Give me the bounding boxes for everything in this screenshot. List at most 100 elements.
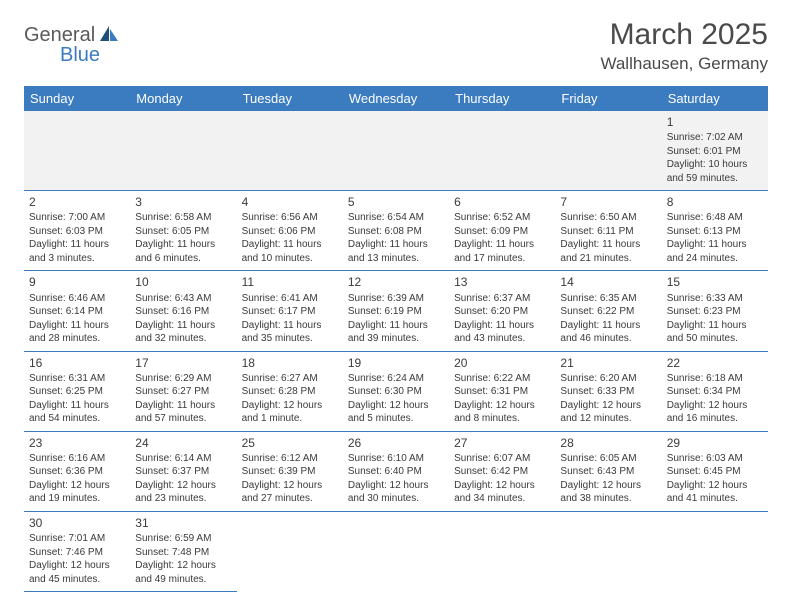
day-number: 21 xyxy=(560,355,656,371)
day-number: 29 xyxy=(667,435,763,451)
daylight-text: Daylight: 12 hours and 49 minutes. xyxy=(135,559,231,586)
weekday-header: Tuesday xyxy=(237,86,343,111)
daylight-text: Daylight: 12 hours and 41 minutes. xyxy=(667,479,763,506)
calendar-cell: 4Sunrise: 6:56 AMSunset: 6:06 PMDaylight… xyxy=(237,191,343,271)
calendar-row: 30Sunrise: 7:01 AMSunset: 7:46 PMDayligh… xyxy=(24,511,768,591)
daylight-text: Daylight: 11 hours and 3 minutes. xyxy=(29,238,125,265)
daylight-text: Daylight: 12 hours and 8 minutes. xyxy=(454,399,550,426)
day-number: 22 xyxy=(667,355,763,371)
daylight-text: Daylight: 11 hours and 17 minutes. xyxy=(454,238,550,265)
day-number: 11 xyxy=(242,274,338,290)
calendar-cell: 15Sunrise: 6:33 AMSunset: 6:23 PMDayligh… xyxy=(662,271,768,351)
daylight-text: Daylight: 10 hours and 59 minutes. xyxy=(667,158,763,185)
sunrise-text: Sunrise: 6:07 AM xyxy=(454,452,550,466)
sunrise-text: Sunrise: 6:29 AM xyxy=(135,372,231,386)
calendar-cell: 13Sunrise: 6:37 AMSunset: 6:20 PMDayligh… xyxy=(449,271,555,351)
calendar-cell: 12Sunrise: 6:39 AMSunset: 6:19 PMDayligh… xyxy=(343,271,449,351)
calendar-row: 1Sunrise: 7:02 AMSunset: 6:01 PMDaylight… xyxy=(24,111,768,191)
sunrise-text: Sunrise: 6:50 AM xyxy=(560,211,656,225)
day-number: 24 xyxy=(135,435,231,451)
sunset-text: Sunset: 6:36 PM xyxy=(29,465,125,479)
daylight-text: Daylight: 11 hours and 10 minutes. xyxy=(242,238,338,265)
daylight-text: Daylight: 11 hours and 50 minutes. xyxy=(667,319,763,346)
calendar-cell-empty xyxy=(343,111,449,191)
day-number: 2 xyxy=(29,194,125,210)
sunset-text: Sunset: 6:22 PM xyxy=(560,305,656,319)
daylight-text: Daylight: 12 hours and 19 minutes. xyxy=(29,479,125,506)
daylight-text: Daylight: 11 hours and 46 minutes. xyxy=(560,319,656,346)
sunset-text: Sunset: 6:03 PM xyxy=(29,225,125,239)
weekday-header: Thursday xyxy=(449,86,555,111)
sunset-text: Sunset: 6:01 PM xyxy=(667,145,763,159)
sunset-text: Sunset: 6:27 PM xyxy=(135,385,231,399)
daylight-text: Daylight: 12 hours and 30 minutes. xyxy=(348,479,444,506)
daylight-text: Daylight: 12 hours and 27 minutes. xyxy=(242,479,338,506)
sunrise-text: Sunrise: 6:54 AM xyxy=(348,211,444,225)
calendar-cell: 20Sunrise: 6:22 AMSunset: 6:31 PMDayligh… xyxy=(449,351,555,431)
daylight-text: Daylight: 11 hours and 32 minutes. xyxy=(135,319,231,346)
sunrise-text: Sunrise: 7:00 AM xyxy=(29,211,125,225)
calendar-cell-empty xyxy=(449,111,555,191)
sunset-text: Sunset: 6:05 PM xyxy=(135,225,231,239)
daylight-text: Daylight: 11 hours and 54 minutes. xyxy=(29,399,125,426)
sunrise-text: Sunrise: 6:46 AM xyxy=(29,292,125,306)
day-number: 4 xyxy=(242,194,338,210)
sunset-text: Sunset: 6:08 PM xyxy=(348,225,444,239)
calendar-cell: 24Sunrise: 6:14 AMSunset: 6:37 PMDayligh… xyxy=(130,431,236,511)
sunrise-text: Sunrise: 6:37 AM xyxy=(454,292,550,306)
sunset-text: Sunset: 6:23 PM xyxy=(667,305,763,319)
daylight-text: Daylight: 11 hours and 13 minutes. xyxy=(348,238,444,265)
daylight-text: Daylight: 12 hours and 23 minutes. xyxy=(135,479,231,506)
day-number: 28 xyxy=(560,435,656,451)
daylight-text: Daylight: 11 hours and 28 minutes. xyxy=(29,319,125,346)
sunrise-text: Sunrise: 6:35 AM xyxy=(560,292,656,306)
sunrise-text: Sunrise: 6:58 AM xyxy=(135,211,231,225)
sunrise-text: Sunrise: 6:12 AM xyxy=(242,452,338,466)
sunset-text: Sunset: 6:43 PM xyxy=(560,465,656,479)
sunrise-text: Sunrise: 6:52 AM xyxy=(454,211,550,225)
calendar-cell-empty xyxy=(130,111,236,191)
sunrise-text: Sunrise: 6:27 AM xyxy=(242,372,338,386)
day-number: 18 xyxy=(242,355,338,371)
sunset-text: Sunset: 6:25 PM xyxy=(29,385,125,399)
sunrise-text: Sunrise: 6:31 AM xyxy=(29,372,125,386)
sunrise-text: Sunrise: 6:41 AM xyxy=(242,292,338,306)
calendar-cell-empty xyxy=(24,111,130,191)
day-number: 7 xyxy=(560,194,656,210)
calendar-cell-empty xyxy=(449,511,555,591)
calendar-cell-empty xyxy=(555,511,661,591)
sunset-text: Sunset: 7:46 PM xyxy=(29,546,125,560)
daylight-text: Daylight: 12 hours and 16 minutes. xyxy=(667,399,763,426)
sunrise-text: Sunrise: 6:05 AM xyxy=(560,452,656,466)
calendar-cell: 18Sunrise: 6:27 AMSunset: 6:28 PMDayligh… xyxy=(237,351,343,431)
sunset-text: Sunset: 6:11 PM xyxy=(560,225,656,239)
weekday-header: Monday xyxy=(130,86,236,111)
calendar-cell: 8Sunrise: 6:48 AMSunset: 6:13 PMDaylight… xyxy=(662,191,768,271)
calendar-cell: 3Sunrise: 6:58 AMSunset: 6:05 PMDaylight… xyxy=(130,191,236,271)
sunset-text: Sunset: 6:39 PM xyxy=(242,465,338,479)
daylight-text: Daylight: 12 hours and 5 minutes. xyxy=(348,399,444,426)
month-title: March 2025 xyxy=(600,18,768,52)
calendar-cell: 23Sunrise: 6:16 AMSunset: 6:36 PMDayligh… xyxy=(24,431,130,511)
daylight-text: Daylight: 12 hours and 38 minutes. xyxy=(560,479,656,506)
daylight-text: Daylight: 11 hours and 57 minutes. xyxy=(135,399,231,426)
day-number: 16 xyxy=(29,355,125,371)
sunset-text: Sunset: 6:28 PM xyxy=(242,385,338,399)
title-block: March 2025 Wallhausen, Germany xyxy=(600,18,768,74)
calendar-cell: 28Sunrise: 6:05 AMSunset: 6:43 PMDayligh… xyxy=(555,431,661,511)
day-number: 5 xyxy=(348,194,444,210)
sunset-text: Sunset: 6:34 PM xyxy=(667,385,763,399)
calendar-row: 23Sunrise: 6:16 AMSunset: 6:36 PMDayligh… xyxy=(24,431,768,511)
sunrise-text: Sunrise: 6:14 AM xyxy=(135,452,231,466)
sunrise-text: Sunrise: 6:16 AM xyxy=(29,452,125,466)
day-number: 19 xyxy=(348,355,444,371)
sunrise-text: Sunrise: 6:59 AM xyxy=(135,532,231,546)
calendar-cell: 31Sunrise: 6:59 AMSunset: 7:48 PMDayligh… xyxy=(130,511,236,591)
calendar-cell: 6Sunrise: 6:52 AMSunset: 6:09 PMDaylight… xyxy=(449,191,555,271)
calendar-row: 2Sunrise: 7:00 AMSunset: 6:03 PMDaylight… xyxy=(24,191,768,271)
calendar-body: 1Sunrise: 7:02 AMSunset: 6:01 PMDaylight… xyxy=(24,111,768,592)
calendar-row: 16Sunrise: 6:31 AMSunset: 6:25 PMDayligh… xyxy=(24,351,768,431)
sunrise-text: Sunrise: 6:18 AM xyxy=(667,372,763,386)
calendar-cell: 19Sunrise: 6:24 AMSunset: 6:30 PMDayligh… xyxy=(343,351,449,431)
sunrise-text: Sunrise: 6:10 AM xyxy=(348,452,444,466)
